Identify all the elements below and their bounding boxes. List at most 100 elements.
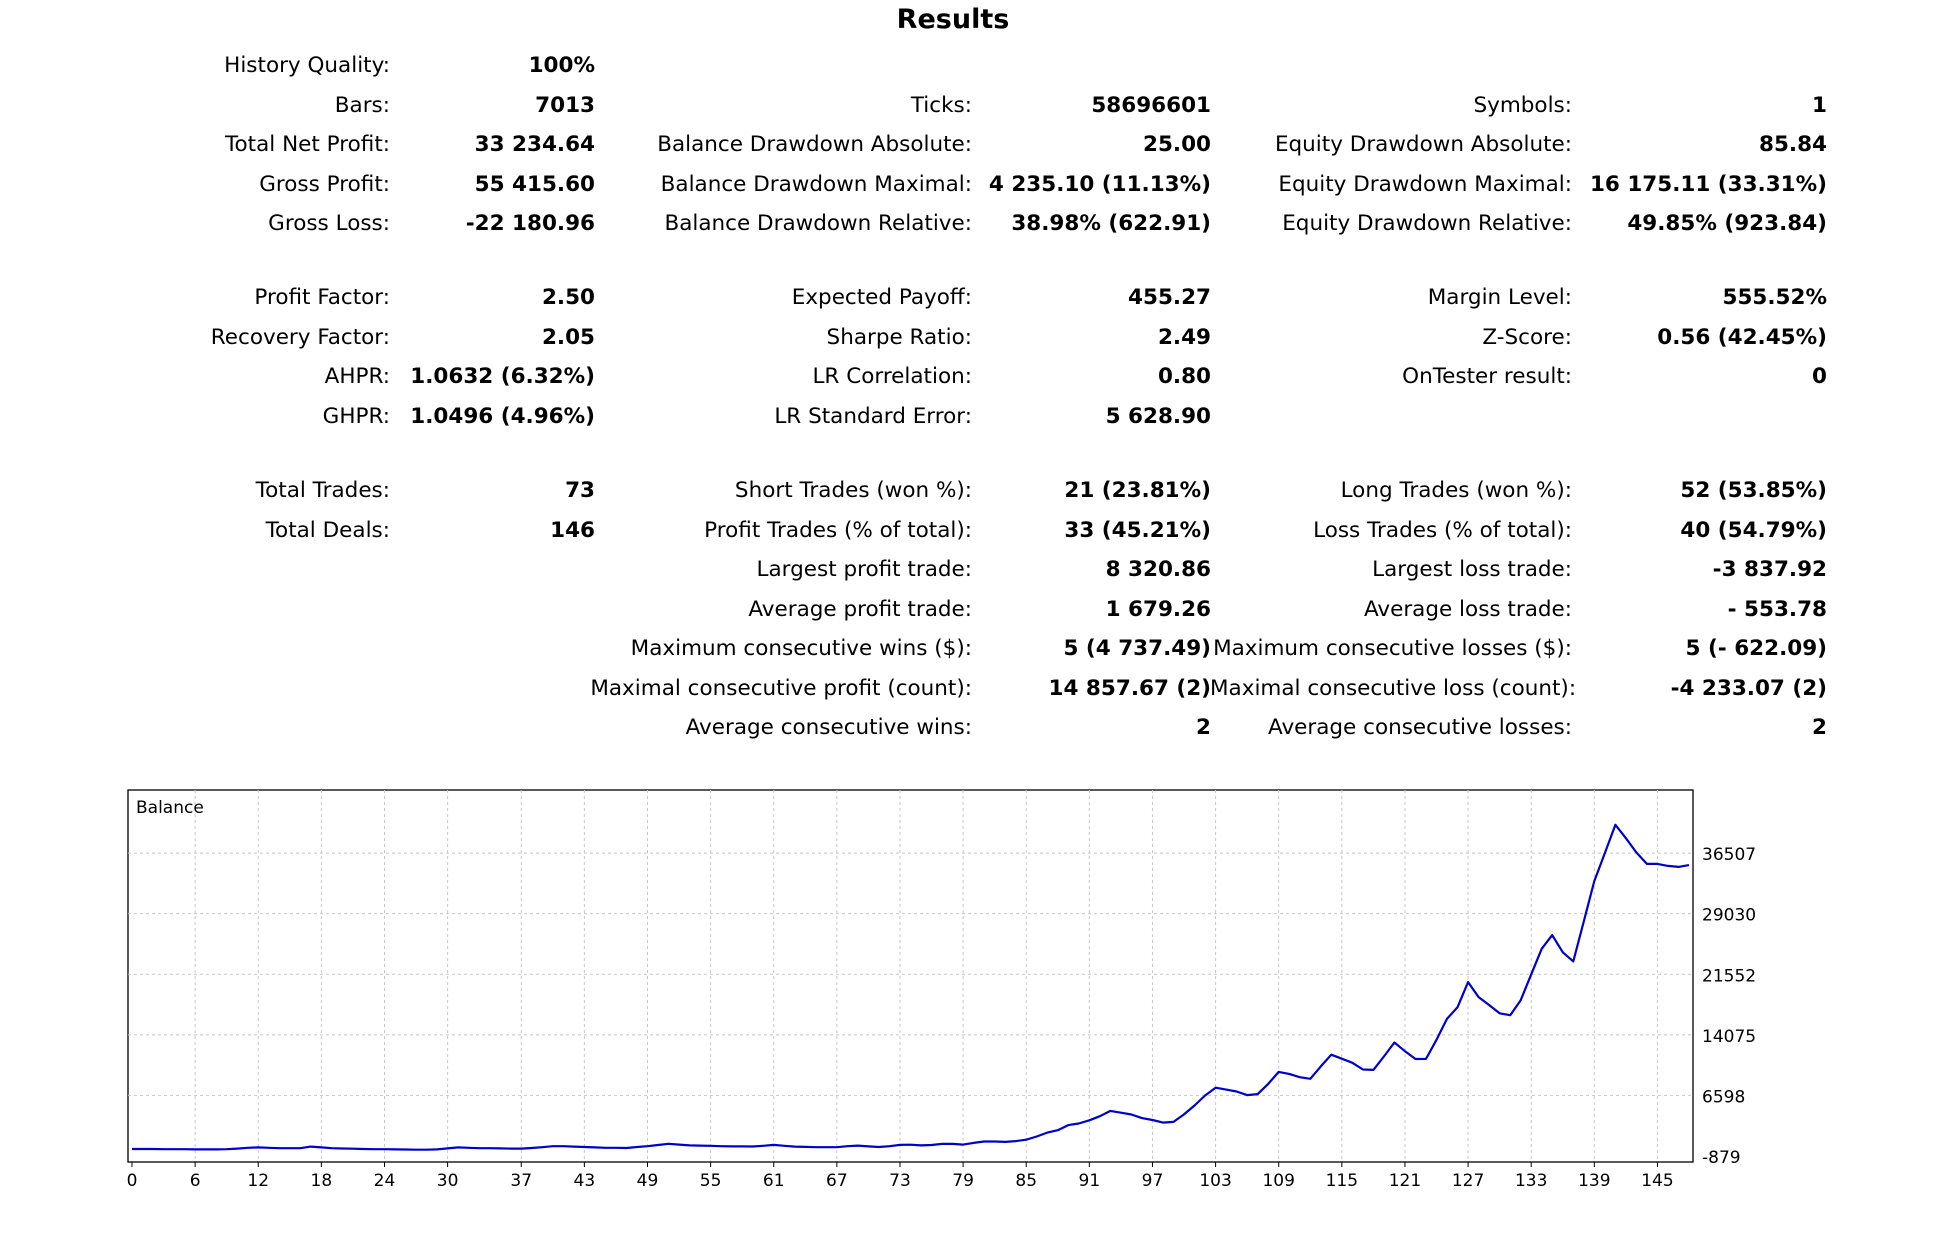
stat-label: Equity Drawdown Relative: [1282,211,1572,236]
stat-label: Loss Trades (% of total): [1313,518,1572,543]
y-tick-label: 29030 [1702,906,1756,926]
stat-label: Margin Level: [1427,285,1572,310]
stat-value: 2 [1196,715,1211,740]
y-tick-label: 6598 [1702,1087,1745,1107]
x-tick-label: 49 [637,1171,659,1191]
stat-label: Average loss trade: [1363,597,1572,622]
stat-value: 16 175.11 (33.31%) [1589,172,1827,197]
stat-label: Average consecutive wins: [685,715,972,740]
stat-value: 55 415.60 [474,172,595,197]
y-tick-label: 36507 [1702,845,1756,865]
x-tick-label: 73 [889,1171,911,1191]
x-tick-label: 61 [763,1171,785,1191]
stat-label: History Quality: [224,53,390,78]
x-tick-label: 133 [1515,1171,1547,1191]
stat-label: Profit Factor: [254,285,390,310]
stat-label: Expected Payoff: [791,285,972,310]
stat-value: 1 [1812,93,1827,118]
stat-label: Maximal consecutive profit (count): [590,676,972,701]
stat-label: Total Deals: [265,518,390,543]
stat-label: Gross Profit: [259,172,390,197]
stat-value: - 553.78 [1727,597,1827,622]
stat-label: GHPR: [322,404,390,429]
y-tick-label: 14075 [1702,1027,1756,1047]
stat-label: Maximal consecutive loss (count): [1210,676,1577,701]
stat-value: 2.05 [541,325,595,350]
stats-row: Maximal consecutive profit (count): 14 85… [0,669,1934,709]
plot-frame [127,789,1694,1163]
stat-label: Symbols: [1473,93,1572,118]
stat-value: 5 (- 622.09) [1685,636,1827,661]
stats-row: Maximum consecutive wins ($): 5 (4 737.49… [0,629,1934,669]
y-tick-label: -879 [1702,1148,1741,1168]
stat-label: Total Net Profit: [225,132,390,157]
stat-label: Equity Drawdown Absolute: [1274,132,1572,157]
stat-value: 2.49 [1157,325,1211,350]
stat-label: Gross Loss: [268,211,390,236]
x-tick-label: 103 [1199,1171,1231,1191]
stat-value: 0 [1812,364,1827,389]
stat-label: LR Correlation: [812,364,972,389]
stats-row: Gross Loss: -22 180.96 Balance Drawdown Re… [0,204,1934,244]
stats-row: Average profit trade: 1 679.26 Average los… [0,590,1934,630]
stat-value: 73 [565,478,595,503]
stat-label: Largest loss trade: [1372,557,1572,582]
balance-chart: -879 6598 14075 21552 29030 36507 0 6 12 18 24 30 37… [127,789,1756,1191]
stat-label: Long Trades (won %): [1340,478,1572,503]
chart-title: Balance [136,798,204,818]
x-tick-label: 91 [1079,1171,1101,1191]
x-tick-label: 145 [1641,1171,1673,1191]
stat-value: 100% [528,53,595,78]
x-tick-label: 115 [1326,1171,1358,1191]
stat-label: AHPR: [324,364,390,389]
stats-row: Recovery Factor: 2.05 Sharpe Ratio: 2.49 Z-S… [0,318,1934,358]
stat-value: 5 (4 737.49) [1063,636,1211,661]
x-tick-label: 18 [311,1171,333,1191]
stats-row: History Quality: 100% [0,46,1934,86]
stat-value: 555.52% [1722,285,1827,310]
stat-value: 21 (23.81%) [1064,478,1211,503]
stat-label: Average consecutive losses: [1268,715,1572,740]
x-tick-label: 139 [1578,1171,1610,1191]
stat-label: Total Trades: [255,478,390,503]
stat-label: Balance Drawdown Absolute: [657,132,972,157]
x-tick-label: 127 [1452,1171,1484,1191]
stat-value: 2 [1812,715,1827,740]
balance-line [132,823,1690,1151]
stat-value: -3 837.92 [1712,557,1827,582]
stat-label: Bars: [334,93,390,118]
stat-label: Largest profit trade: [756,557,973,582]
x-tick-label: 43 [574,1171,596,1191]
stat-value: -22 180.96 [465,211,595,236]
stat-value: 49.85% (923.84) [1627,211,1827,236]
stat-label: Maximum consecutive losses ($): [1213,636,1572,661]
x-tick-label: 12 [247,1171,269,1191]
stat-value: 0.56 (42.45%) [1657,325,1827,350]
stat-value: 58696601 [1091,93,1211,118]
stats-row: Gross Profit: 55 415.60 Balance Drawdown M… [0,165,1934,205]
stat-value: 52 (53.85%) [1680,478,1827,503]
stat-value: -4 233.07 (2) [1670,676,1827,701]
stat-label: OnTester result: [1402,364,1572,389]
stats-row: Average consecutive wins: 2 Average consec… [0,708,1934,748]
stat-label: Maximum consecutive wins ($): [630,636,972,661]
stat-label: Sharpe Ratio: [826,325,972,350]
stat-value: 2.50 [541,285,595,310]
stat-label: Profit Trades (% of total): [704,518,972,543]
stat-label: Average profit trade: [748,597,972,622]
stat-label: Short Trades (won %): [734,478,972,503]
stats-row: Total Trades: 73 Short Trades (won %): 21 (… [0,471,1934,511]
stats-row: Total Deals: 146 Profit Trades (% of total… [0,511,1934,551]
x-tick-label: 79 [952,1171,974,1191]
x-tick-label: 97 [1142,1171,1164,1191]
stat-label: Ticks: [910,93,972,118]
stat-value: 1.0632 (6.32%) [410,364,595,389]
stats-row: Profit Factor: 2.50 Expected Payoff: 455.27… [0,278,1934,318]
x-tick-label: 37 [510,1171,532,1191]
x-tick-label: 6 [190,1171,201,1191]
x-tick-label: 0 [127,1171,138,1191]
stats-row: Largest profit trade: 8 320.86 Largest los… [0,550,1934,590]
x-tick-label: 24 [374,1171,396,1191]
stat-label: LR Standard Error: [774,404,972,429]
x-tick-label: 55 [700,1171,722,1191]
